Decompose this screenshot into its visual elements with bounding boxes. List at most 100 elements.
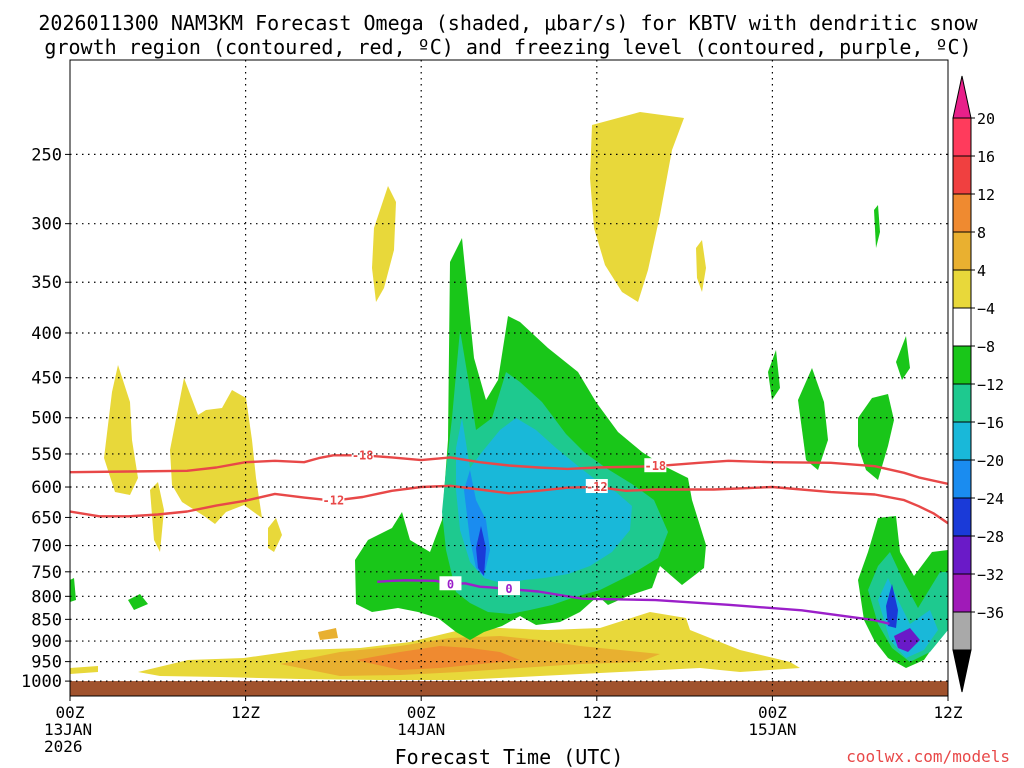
colorbar-swatch (952, 573, 972, 613)
y-tick-label: 900 (31, 632, 62, 652)
y-tick-label: 650 (31, 508, 62, 528)
colorbar: 20 16 12 8 4 −4 −8 −12 −16 −20 −24 −28 −32 −36 (952, 75, 1004, 693)
x-tick-label: 13JAN (44, 720, 92, 739)
x-tick-label: 00Z (407, 703, 436, 722)
y-tick-label: 250 (31, 145, 62, 165)
colorbar-tick-label: −32 (977, 566, 1004, 584)
colorbar-swatch (952, 383, 972, 423)
omega-negative-region-east (858, 394, 894, 480)
omega-negative-region-east (894, 628, 920, 652)
chart-title-line2: growth region (contoured, red, ºC) and f… (44, 35, 971, 59)
y-tick-label: 950 (31, 653, 62, 673)
colorbar-tick-label: 16 (977, 148, 995, 166)
x-tick-label: 12Z (934, 703, 963, 722)
dgz-contour (70, 454, 948, 485)
colorbar-tick-label: −24 (977, 490, 1004, 508)
colorbar-tick-label: −8 (977, 338, 995, 356)
colorbar-swatch (952, 459, 972, 499)
omega-positive-region-low (356, 646, 520, 670)
colorbar-swatch (952, 155, 972, 195)
omega-positive-region-west (268, 518, 282, 552)
contour-label-background (498, 581, 520, 596)
colorbar-top-arrow (952, 75, 972, 119)
omega-negative-region-west (128, 594, 148, 610)
dgz-contour (70, 484, 948, 525)
x-tick-label: 12Z (231, 703, 260, 722)
colorbar-tick-label: 12 (977, 186, 995, 204)
y-tick-label: 800 (31, 587, 62, 607)
colorbar-tick-label: −16 (977, 414, 1004, 432)
y-tick-label: 450 (31, 369, 62, 389)
omega-positive-region-west (150, 482, 164, 552)
omega-positive-region-low (70, 666, 98, 674)
y-tick-label: 300 (31, 215, 62, 235)
omega-negative-region-east (886, 584, 898, 628)
contour-label: -12 (323, 494, 345, 508)
contour-label-background (644, 458, 667, 473)
omega-negative-region-east (768, 350, 780, 400)
colorbar-swatch (952, 307, 972, 347)
colorbar-swatch (952, 497, 972, 537)
omega-positive-region-upper (696, 240, 706, 292)
grid-layer (70, 60, 948, 696)
colorbar-swatch (952, 231, 972, 271)
y-tick-label: 550 (31, 445, 62, 465)
omega-positive-region-west (104, 365, 138, 495)
colorbar-tick-label: −28 (977, 528, 1004, 546)
colorbar-tick-label: −4 (977, 300, 995, 318)
colorbar-swatch (952, 193, 972, 233)
colorbar-tick-label: −20 (977, 452, 1004, 470)
x-tick-label: 2026 (44, 737, 83, 756)
credit-text: coolwx.com/models (846, 747, 1010, 766)
y-tick-label: 850 (31, 610, 62, 630)
x-tick-label: 00Z (56, 703, 85, 722)
x-tick-label: 12Z (582, 703, 611, 722)
y-tick-label: 600 (31, 478, 62, 498)
omega-positive-region-upper (372, 186, 396, 302)
colorbar-swatch (952, 117, 972, 157)
omega-shading (70, 112, 948, 680)
x-tick-label: 00Z (758, 703, 787, 722)
y-tick-label: 1000 (21, 672, 62, 692)
colorbar-tick-label: 20 (977, 110, 995, 128)
omega-positive-region-upper (590, 112, 684, 302)
y-tick-label: 350 (31, 273, 62, 293)
y-tick-label: 400 (31, 324, 62, 344)
omega-negative-region-east (896, 336, 910, 380)
colorbar-swatch (952, 611, 972, 651)
omega-negative-region-main (476, 526, 486, 576)
axis-layer: 2503003504004505005506006507007508008509… (21, 145, 963, 756)
contour-label-background (439, 576, 462, 591)
y-tick-label: 500 (31, 409, 62, 429)
omega-negative-region-east (798, 368, 828, 470)
y-tick-label: 750 (31, 563, 62, 583)
chart-title-line1: 2026011300 NAM3KM Forecast Omega (shaded… (38, 11, 978, 35)
colorbar-swatch (952, 345, 972, 385)
colorbar-tick-label: 4 (977, 262, 986, 280)
x-tick-label: 14JAN (397, 720, 445, 739)
contour-label: -18 (644, 459, 666, 473)
plot-area: -18-18-12-120 0 (70, 60, 948, 696)
contour-label: -18 (352, 448, 374, 462)
x-axis-label: Forecast Time (UTC) (395, 745, 624, 768)
plot-frame (69, 59, 949, 697)
terrain-ground (70, 681, 948, 696)
omega-positive-region-low (318, 628, 338, 640)
colorbar-tick-label: −12 (977, 376, 1004, 394)
contour-label: 0 (447, 577, 454, 591)
colorbar-bottom-arrow (952, 649, 972, 693)
omega-negative-region-main (456, 418, 632, 584)
contour-label: 0 (505, 582, 512, 596)
colorbar-tick-label: −36 (977, 604, 1004, 622)
contour-label-background (351, 447, 374, 462)
colorbar-swatch (952, 421, 972, 461)
y-tick-label: 700 (31, 537, 62, 557)
contour-label-background (322, 492, 345, 507)
omega-negative-region-east (874, 205, 880, 248)
colorbar-swatch (952, 269, 972, 309)
colorbar-swatch (952, 535, 972, 575)
contour-layer: -18-18-12-120 0 (70, 447, 948, 625)
x-tick-label: 15JAN (748, 720, 796, 739)
colorbar-tick-label: 8 (977, 224, 986, 242)
